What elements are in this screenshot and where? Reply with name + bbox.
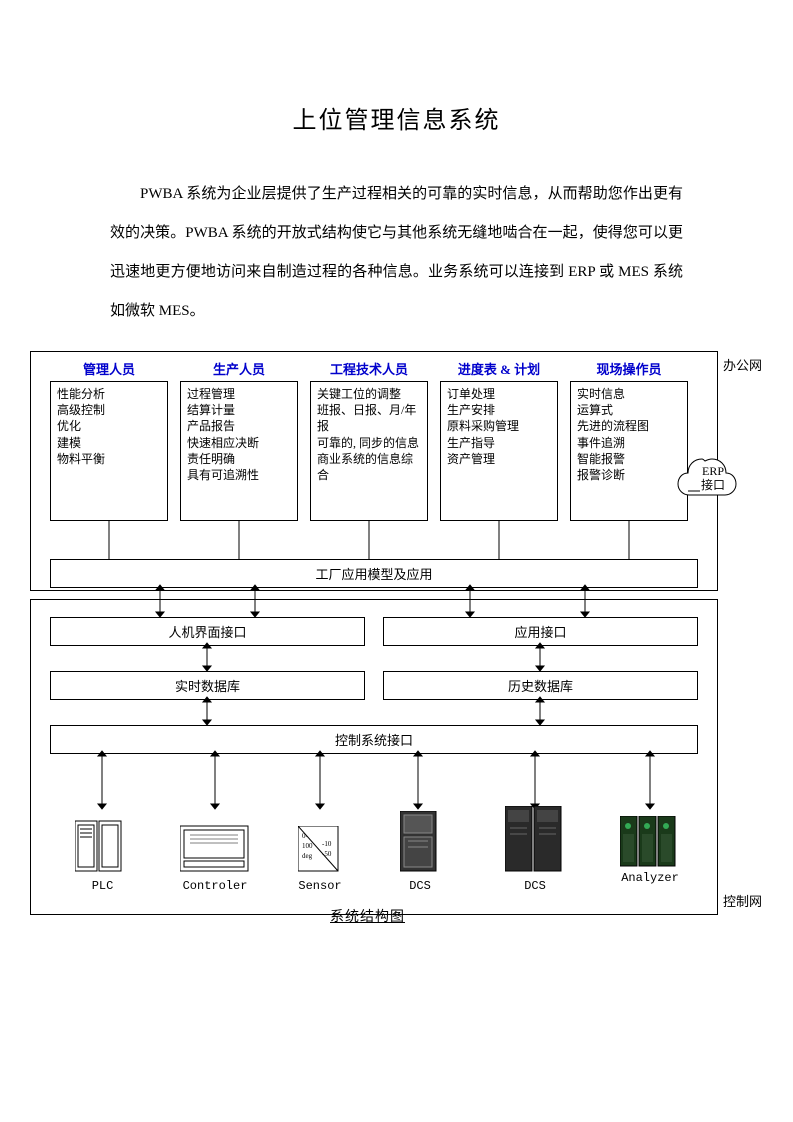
device-label-3: DCS bbox=[390, 879, 450, 893]
control-net-frame bbox=[30, 599, 718, 915]
architecture-diagram: 办公网 控制网 管理人员 生产人员 工程技术人员 进度表 & 计划 现场操作员 … bbox=[30, 351, 763, 931]
svg-text:-10: -10 bbox=[322, 840, 332, 848]
device-controller bbox=[180, 821, 250, 881]
intro-paragraph: PWBA 系统为企业层提供了生产过程相关的可靠的实时信息，从而帮助您作出更有效的… bbox=[0, 175, 793, 351]
device-label-4: DCS bbox=[505, 879, 565, 893]
svg-text:0-: 0- bbox=[302, 832, 309, 840]
svg-text:deg: deg bbox=[302, 852, 313, 860]
control-net-label: 控制网 bbox=[723, 891, 762, 910]
role-head-2: 工程技术人员 bbox=[310, 359, 428, 378]
device-sensor: 0- 100 deg -10 -50 bbox=[298, 826, 343, 881]
device-label-1: Controler bbox=[175, 879, 255, 893]
role-head-1: 生产人员 bbox=[180, 359, 298, 378]
role-box-4: 实时信息运算式先进的流程图事件追溯智能报警报警诊断 bbox=[570, 381, 688, 521]
erp-cloud-label: ERP接口 bbox=[688, 464, 738, 493]
diagram-caption: 系统结构图 bbox=[330, 906, 405, 926]
svg-text:100: 100 bbox=[302, 842, 313, 850]
rtdb-layer: 实时数据库 bbox=[50, 671, 365, 700]
role-box-1: 过程管理结算计量产品报告快速相应决断责任明确具有可追溯性 bbox=[180, 381, 298, 521]
role-head-0: 管理人员 bbox=[50, 359, 168, 378]
office-net-label: 办公网 bbox=[723, 355, 762, 374]
device-analyzer bbox=[620, 816, 680, 876]
role-head-4: 现场操作员 bbox=[570, 359, 688, 378]
page-title: 上位管理信息系统 bbox=[0, 0, 793, 175]
device-label-0: PLC bbox=[75, 879, 130, 893]
role-box-3: 订单处理生产安排原料采购管理生产指导资产管理 bbox=[440, 381, 558, 521]
role-box-2: 关键工位的调整班报、日报、月/年报可靠的, 同步的信息商业系统的信息综合 bbox=[310, 381, 428, 521]
hmi-layer: 人机界面接口 bbox=[50, 617, 365, 646]
factory-layer: 工厂应用模型及应用 bbox=[50, 559, 698, 588]
hdb-layer: 历史数据库 bbox=[383, 671, 698, 700]
role-head-3: 进度表 & 计划 bbox=[440, 359, 558, 378]
device-plc bbox=[75, 811, 130, 881]
app-layer: 应用接口 bbox=[383, 617, 698, 646]
svg-text:-50: -50 bbox=[322, 850, 332, 858]
device-dcs-1 bbox=[400, 811, 440, 881]
role-box-0: 性能分析高级控制优化建模物料平衡 bbox=[50, 381, 168, 521]
device-label-5: Analyzer bbox=[615, 871, 685, 885]
device-label-2: Sensor bbox=[285, 879, 355, 893]
ctrl-layer: 控制系统接口 bbox=[50, 725, 698, 754]
device-dcs-2 bbox=[505, 806, 565, 881]
